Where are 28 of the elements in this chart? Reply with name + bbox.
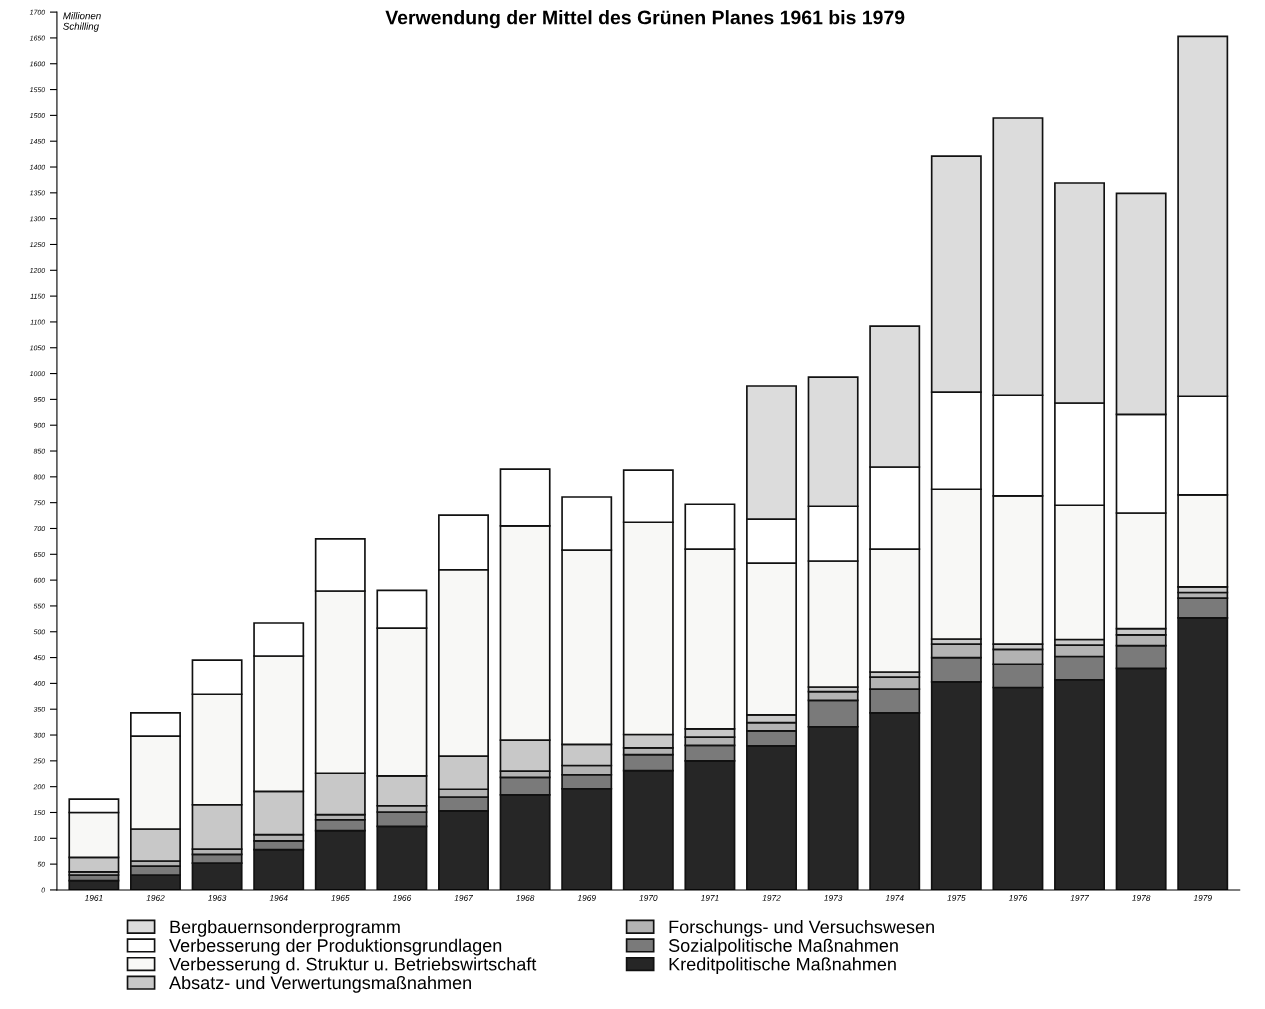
chart-title: Verwendung der Mittel des Grünen Planes 1961 bis 1979 [385,10,905,29]
x-tick-label: 1971 [700,895,719,901]
x-tick-label: 1968 [516,895,535,901]
legend-label: Kreditpolitische Maßnahmen [669,957,896,975]
y-axis-title: Millionen Schilling [63,12,101,32]
legend-label: Absatz- und Verwertungsmaßnahmen [169,975,471,993]
x-tick-label: 1979 [1193,895,1212,901]
x-tick-label: 1963 [208,895,227,901]
x-tick-label: 1974 [885,895,904,901]
legend-label: Sozialpolitische Maßnahmen [668,938,898,956]
legend-label: Verbesserung der Produktionsgrundlagen [169,938,502,956]
x-tick-label: 1978 [1132,895,1151,901]
x-tick-label: 1967 [454,895,474,901]
x-tick-label: 1969 [577,895,596,901]
x-tick-label: 1970 [639,895,658,901]
legend-label: Verbesserung d. Struktur u. Betriebswirtschaft [169,957,537,975]
x-tick-label: 1977 [1070,895,1090,901]
x-tick-label: 1962 [146,895,165,901]
x-tick-label: 1965 [331,895,350,901]
x-tick-label: 1961 [84,895,103,901]
x-tick-label: 1964 [269,895,288,901]
x-tick-label: 1966 [392,895,412,901]
x-tick-label: 1973 [824,895,843,901]
x-tick-label: 1975 [947,895,966,901]
legend-label: Forschungs- und Versuchswesen [669,920,934,937]
legend-label: Bergbauernsonderprogramm [170,920,400,937]
x-tick-label: 1972 [762,895,781,901]
x-tick-label: 1976 [1008,895,1028,901]
